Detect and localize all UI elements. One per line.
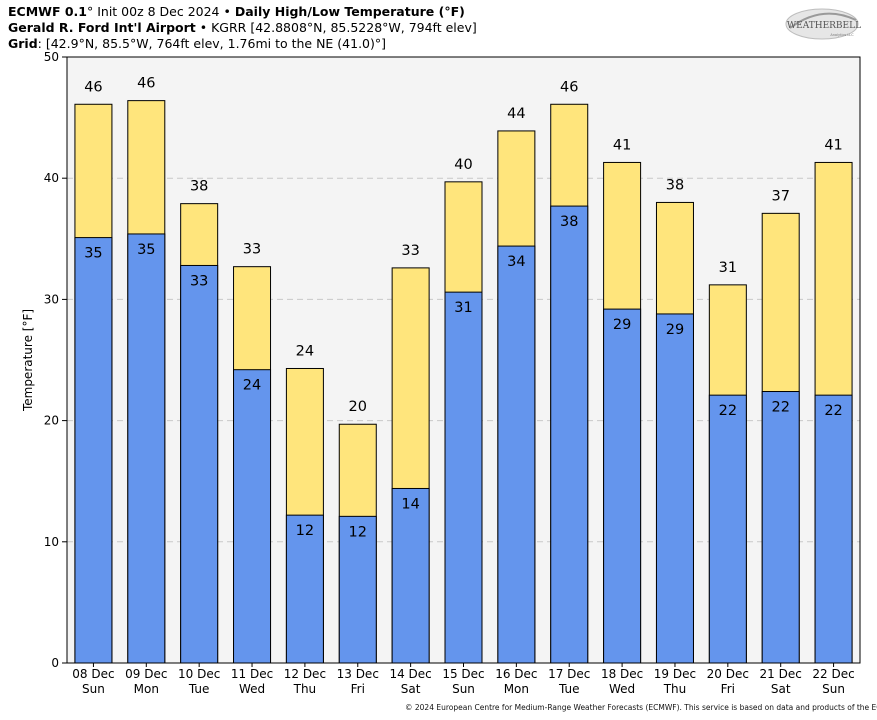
low-value-label: 24 <box>243 378 261 394</box>
y-tick-label: 0 <box>51 656 59 670</box>
grid-label: Grid <box>8 36 38 51</box>
low-bar <box>74 237 113 664</box>
x-tick-day: Mon <box>134 682 159 696</box>
x-tick-date: 22 Dec <box>812 667 854 681</box>
low-bar <box>180 264 219 664</box>
high-value-label: 46 <box>137 76 155 92</box>
y-tick-label: 50 <box>44 50 59 64</box>
init-time: Init 00z 8 Dec 2024 <box>97 4 220 19</box>
low-bar <box>761 391 800 664</box>
high-value-label: 20 <box>349 399 367 415</box>
y-tick-label: 20 <box>44 414 59 428</box>
x-tick-date: 15 Dec <box>442 667 484 681</box>
high-value-label: 24 <box>296 343 314 359</box>
x-tick-date: 14 Dec <box>389 667 431 681</box>
logo-text: WEATHERBELL <box>787 21 861 31</box>
y-tick-label: 30 <box>44 292 59 306</box>
low-value-label: 12 <box>349 524 367 540</box>
low-value-label: 14 <box>401 496 419 512</box>
high-value-label: 33 <box>243 242 261 258</box>
logo-subtext: Analytics LLC <box>830 33 854 37</box>
x-tick-date: 19 Dec <box>654 667 696 681</box>
y-tick-label: 10 <box>44 535 59 549</box>
x-tick-day: Thu <box>663 682 687 696</box>
low-value-label: 35 <box>137 242 155 258</box>
plot-frame <box>66 56 861 664</box>
low-value-label: 38 <box>560 214 578 230</box>
low-bar <box>708 394 747 664</box>
model-name: ECMWF 0.1 <box>8 4 87 19</box>
header-line-1: ECMWF 0.1° Init 00z 8 Dec 2024 • Daily H… <box>8 4 465 19</box>
low-bar <box>655 313 694 664</box>
grid-details: : [42.9°N, 85.5°W, 764ft elev, 1.76mi to… <box>37 36 387 51</box>
product-title: Daily High/Low Temperature (°F) <box>234 4 465 19</box>
y-axis-label: Temperature [°F] <box>21 309 35 412</box>
x-tick-day: Wed <box>239 682 265 696</box>
low-bar <box>127 233 166 664</box>
x-tick-date: 10 Dec <box>178 667 220 681</box>
y-tick-label: 40 <box>44 171 59 185</box>
high-value-label: 33 <box>401 243 419 259</box>
x-tick-day: Tue <box>188 682 210 696</box>
high-value-label: 40 <box>454 157 472 173</box>
x-tick-day: Sat <box>771 682 791 696</box>
x-tick-date: 20 Dec <box>707 667 749 681</box>
low-bar <box>814 394 853 664</box>
low-value-label: 35 <box>84 246 102 262</box>
low-bar <box>233 369 272 664</box>
x-tick-day: Sun <box>82 682 105 696</box>
high-value-label: 37 <box>771 188 789 204</box>
header-line-2: Gerald R. Ford Int'l Airport • KGRR [42.… <box>8 20 477 35</box>
x-tick-date: 16 Dec <box>495 667 537 681</box>
x-tick-date: 12 Dec <box>284 667 326 681</box>
low-value-label: 29 <box>666 322 684 338</box>
station-details: KGRR [42.8808°N, 85.5228°W, 794ft elev] <box>211 20 477 35</box>
x-tick-date: 08 Dec <box>72 667 114 681</box>
weatherbell-logo: WEATHERBELL Analytics LLC <box>785 8 861 40</box>
low-value-label: 33 <box>190 273 208 289</box>
x-tick-date: 13 Dec <box>337 667 379 681</box>
x-tick-day: Thu <box>293 682 317 696</box>
low-value-label: 22 <box>824 403 842 419</box>
low-value-label: 34 <box>507 254 525 270</box>
low-value-label: 31 <box>454 300 472 316</box>
high-value-label: 31 <box>719 260 737 276</box>
x-tick-day: Fri <box>351 682 365 696</box>
high-value-label: 38 <box>190 179 208 195</box>
x-tick-day: Sun <box>452 682 475 696</box>
low-bar <box>497 245 536 664</box>
low-bar <box>444 291 483 664</box>
x-tick-day: Fri <box>721 682 735 696</box>
x-tick-date: 17 Dec <box>548 667 590 681</box>
x-tick-date: 18 Dec <box>601 667 643 681</box>
high-value-label: 46 <box>560 79 578 95</box>
low-bar <box>603 308 642 664</box>
x-tick-day: Sun <box>822 682 845 696</box>
low-value-label: 12 <box>296 523 314 539</box>
chart-header: ECMWF 0.1° Init 00z 8 Dec 2024 • Daily H… <box>8 4 477 52</box>
x-tick-date: 09 Dec <box>125 667 167 681</box>
high-value-label: 44 <box>507 106 525 122</box>
high-value-label: 38 <box>666 177 684 193</box>
high-value-label: 41 <box>613 137 631 153</box>
low-bar <box>285 514 324 664</box>
low-bar <box>338 515 377 664</box>
high-value-label: 41 <box>824 137 842 153</box>
low-bar <box>550 205 589 664</box>
x-tick-day: Mon <box>504 682 529 696</box>
x-tick-day: Sat <box>401 682 421 696</box>
low-value-label: 29 <box>613 317 631 333</box>
x-tick-day: Wed <box>609 682 635 696</box>
high-value-label: 46 <box>84 79 102 95</box>
x-tick-day: Tue <box>558 682 580 696</box>
x-tick-date: 21 Dec <box>760 667 802 681</box>
low-value-label: 22 <box>771 400 789 416</box>
low-value-label: 22 <box>719 403 737 419</box>
station-name: Gerald R. Ford Int'l Airport <box>8 20 196 35</box>
x-tick-date: 11 Dec <box>231 667 273 681</box>
low-bar <box>391 487 430 664</box>
header-line-3: Grid: [42.9°N, 85.5°W, 764ft elev, 1.76m… <box>8 36 477 52</box>
copyright-notice: © 2024 European Centre for Medium-Range … <box>405 703 877 712</box>
